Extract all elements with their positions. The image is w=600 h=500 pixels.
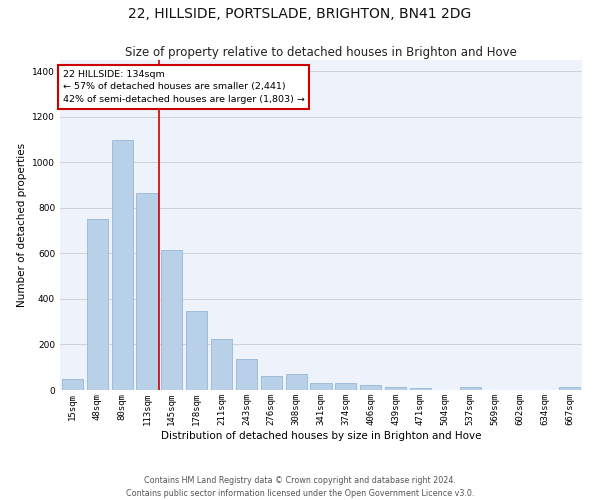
Text: Contains HM Land Registry data © Crown copyright and database right 2024.
Contai: Contains HM Land Registry data © Crown c… [126,476,474,498]
Bar [161,250,182,390]
Title: Size of property relative to detached houses in Brighton and Hove: Size of property relative to detached ho… [125,46,517,59]
Y-axis label: Number of detached properties: Number of detached properties [17,143,26,307]
Bar [112,140,133,390]
Text: 22 HILLSIDE: 134sqm
← 57% of detached houses are smaller (2,441)
42% of semi-det: 22 HILLSIDE: 134sqm ← 57% of detached ho… [62,70,304,104]
Bar [335,383,356,390]
X-axis label: Distribution of detached houses by size in Brighton and Hove: Distribution of detached houses by size … [161,430,481,440]
Bar [62,378,83,390]
Bar [385,386,406,390]
Bar [236,360,257,390]
Bar [186,312,207,390]
Text: 22, HILLSIDE, PORTSLADE, BRIGHTON, BN41 2DG: 22, HILLSIDE, PORTSLADE, BRIGHTON, BN41 … [128,8,472,22]
Bar [310,383,332,390]
Bar [559,388,580,390]
Bar [261,376,282,390]
Bar [286,374,307,390]
Bar [136,193,158,390]
Bar [360,385,381,390]
Bar [410,388,431,390]
Bar [87,220,108,390]
Bar [211,339,232,390]
Bar [460,388,481,390]
